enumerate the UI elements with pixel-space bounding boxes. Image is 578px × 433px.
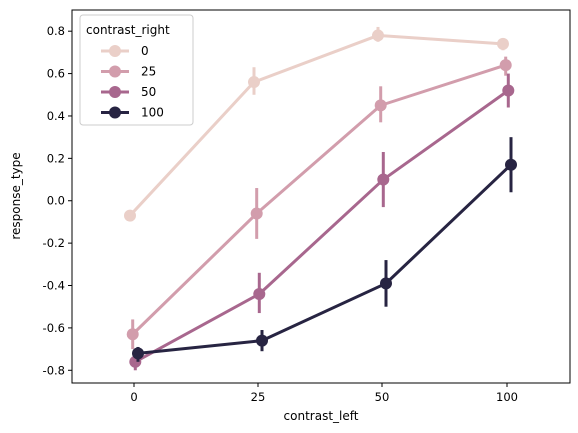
y-tick-label: 0.6: [47, 67, 65, 81]
legend-label: 100: [141, 106, 164, 120]
x-tick-label: 25: [251, 390, 266, 404]
legend-marker: [109, 45, 121, 57]
y-tick-label: -0.8: [43, 363, 65, 377]
data-point: [256, 334, 268, 347]
y-tick-label: 0.4: [47, 109, 65, 123]
series-line: [128, 33, 504, 217]
data-point: [253, 287, 266, 300]
series-25: [126, 56, 512, 350]
legend-item: 25: [101, 65, 156, 79]
x-tick-label: 100: [496, 390, 518, 404]
data-point: [377, 173, 390, 186]
legend-marker: [109, 86, 121, 98]
plot-frame: [71, 9, 571, 384]
y-tick-label: -0.6: [43, 321, 65, 335]
legend-label: 50: [141, 85, 156, 99]
legend-marker: [109, 65, 121, 78]
x-axis-ticks: 0 25 50 100: [130, 383, 518, 404]
y-tick-label: -0.4: [43, 279, 65, 293]
data-point: [502, 84, 515, 97]
series-50: [129, 73, 515, 371]
series-100: [132, 137, 517, 362]
data-point: [250, 207, 263, 220]
x-axis-label: contrast_left: [284, 409, 359, 423]
y-tick-label: 0.8: [47, 24, 65, 38]
series-line: [137, 163, 513, 355]
y-tick-label: 0.0: [47, 194, 65, 208]
x-tick-label: 50: [375, 390, 390, 404]
data-point: [124, 209, 136, 222]
y-tick-label: -0.2: [43, 236, 65, 250]
legend-item: 0: [101, 44, 149, 58]
series-line: [134, 89, 510, 364]
y-axis-ticks: -0.8 -0.6 -0.4 -0.2 0.0 0.2 0.4 0.6 0.8: [43, 24, 72, 377]
legend-item: 100: [101, 106, 164, 120]
legend-label: 0: [141, 44, 149, 58]
data-point: [499, 59, 512, 72]
data-point: [380, 277, 392, 290]
data-point: [132, 347, 144, 360]
series-0: [124, 26, 509, 222]
legend-title: contrast_right: [86, 23, 170, 37]
data-point: [374, 99, 387, 112]
data-point: [372, 29, 384, 42]
legend-label: 25: [141, 65, 156, 79]
legend-item: 50: [101, 85, 156, 99]
legend-box: [79, 14, 194, 126]
legend-marker: [109, 106, 121, 119]
y-axis-label: response_type: [9, 152, 23, 239]
x-tick-label: 0: [130, 390, 137, 404]
data-point: [126, 328, 139, 341]
data-point: [248, 76, 260, 89]
y-tick-label: 0.2: [47, 151, 65, 165]
series-line: [131, 63, 507, 336]
series-layer: [124, 26, 517, 371]
legend: contrast_right 0 25 50 100: [79, 14, 194, 126]
data-point: [505, 158, 517, 171]
data-point: [497, 37, 509, 50]
